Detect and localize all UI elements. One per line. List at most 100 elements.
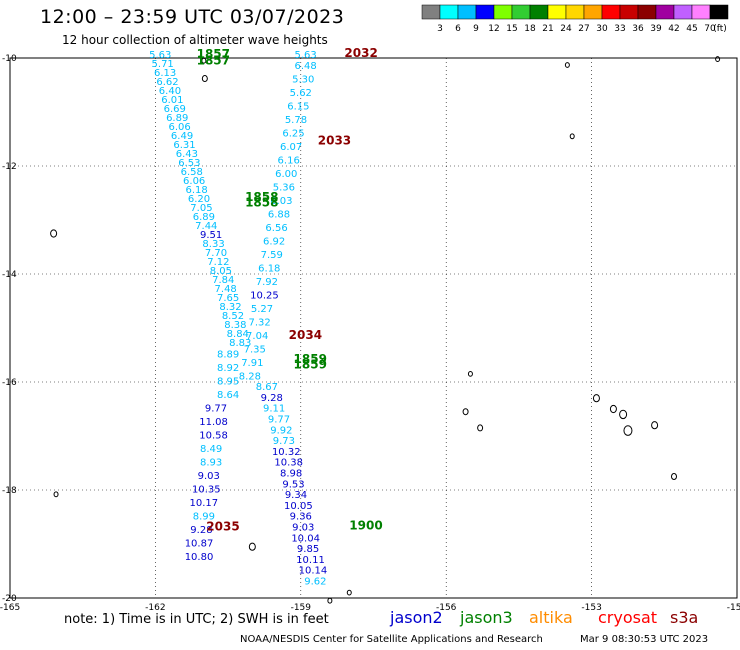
swh-data-label: 6.56: [265, 223, 287, 234]
swh-data-label: 8.28: [239, 371, 261, 382]
colorbar-swatch: [691, 4, 711, 20]
swh-data-label: 6.40: [159, 86, 181, 97]
swh-data-label: 9.34: [285, 490, 307, 501]
island-outline: [670, 473, 677, 480]
swh-data-label: 8.67: [256, 382, 278, 393]
colorbar-label: 15: [506, 24, 517, 34]
colorbar-label: 12: [488, 24, 499, 34]
island-outline: [327, 597, 333, 604]
swh-data-label: 7.44: [195, 221, 217, 232]
swh-data-label: 10.38: [274, 458, 303, 469]
swh-data-label: 6.06: [169, 122, 191, 133]
swh-data-label: 9.28: [190, 525, 212, 536]
swh-data-label: 9.92: [270, 425, 292, 436]
satellite-legend-item: cryosat: [598, 608, 658, 627]
swh-data-label: 6.88: [268, 209, 290, 220]
x-tick-label: -162: [145, 603, 165, 613]
swh-data-label: 10.87: [185, 539, 214, 550]
swh-data-label: 8.49: [200, 444, 222, 455]
colorbar-label: 42: [668, 24, 679, 34]
swh-data-label: 6.43: [176, 149, 198, 160]
time-label: 1858: [245, 196, 278, 210]
colorbar-label: 27: [578, 24, 589, 34]
swh-data-label: 7.70: [205, 248, 227, 259]
swh-data-label: 6.58: [181, 167, 203, 178]
swh-data-label: 8.89: [217, 350, 239, 361]
island-outline: [50, 229, 58, 238]
time-label: 1900: [349, 518, 382, 532]
island-outline: [462, 408, 469, 416]
swh-data-label: 8.33: [202, 239, 224, 250]
swh-data-label: 9.62: [304, 577, 326, 588]
swh-data-label: 9.36: [290, 512, 312, 523]
swh-data-label: 7.91: [241, 358, 263, 369]
time-label: 2032: [344, 46, 377, 60]
swh-data-label: 7.05: [190, 203, 212, 214]
island-outline: [651, 421, 659, 430]
swh-data-label: 5.78: [285, 115, 307, 126]
swh-data-label: 9.85: [297, 544, 319, 555]
colorbar-label: (ft): [713, 24, 727, 34]
chart-subtitle: 12 hour collection of altimeter wave hei…: [62, 33, 328, 47]
swh-data-label: 5.62: [290, 88, 312, 99]
swh-data-label: 9.73: [273, 436, 295, 447]
swh-data-label: 7.48: [215, 284, 237, 295]
swh-data-label: 9.51: [200, 230, 222, 241]
swh-data-label: 10.05: [284, 501, 313, 512]
x-tick-label: -165: [0, 603, 20, 613]
island-outline: [346, 589, 352, 596]
swh-data-label: 10.58: [199, 431, 228, 442]
colorbar-swatch: [493, 4, 513, 20]
swh-data-label: 6.03: [270, 196, 292, 207]
swh-data-label: 7.12: [207, 257, 229, 268]
island-outline: [248, 542, 256, 551]
axis-labels: -165 -162 -159 -156 -153 -150 -10 -12 -14 -16 -18 -…: [0, 54, 740, 613]
swh-data-label: 6.07: [280, 142, 302, 153]
swh-data-label: 10.11: [296, 555, 325, 566]
y-tick-label: -16: [2, 378, 17, 388]
y-tick-label: -12: [2, 162, 17, 172]
satellite-legend-item: s3a: [670, 608, 699, 627]
x-tick-label: -156: [436, 603, 457, 613]
colorbar-swatch: [547, 4, 567, 20]
time-label: 2034: [289, 328, 322, 342]
swh-data-label: 8.98: [280, 469, 302, 480]
island-outline: [569, 133, 575, 140]
swh-data-label: 7.32: [248, 317, 270, 328]
colorbar-swatch: [421, 4, 441, 20]
colorbar-label: 39: [650, 24, 662, 34]
time-label: 1859: [294, 352, 327, 366]
swh-data-label: 10.14: [299, 566, 328, 577]
swh-data-label: 8.05: [210, 266, 232, 277]
time-label: 2033: [318, 133, 351, 147]
map-grid: [9, 57, 738, 599]
swh-data-label: 6.25: [282, 128, 304, 139]
chart-title: 12:00 – 23:59 UTC 03/07/2023: [40, 6, 345, 28]
island-outline: [53, 491, 59, 498]
y-tick-label: -14: [2, 270, 17, 280]
x-tick-label: -153: [581, 603, 601, 613]
swh-data-label: 5.63: [149, 50, 171, 61]
colorbar-swatch: [439, 4, 459, 20]
timestamp-text: Mar 9 08:30:53 UTC 2023: [580, 634, 709, 645]
colorbar-label: 33: [614, 24, 625, 34]
swh-data-label: 6.89: [166, 113, 188, 124]
swh-data-label: 10.25: [250, 290, 279, 301]
swh-data-label: 6.53: [178, 158, 200, 169]
swh-data-label: 9.28: [261, 393, 283, 404]
swh-data-label: 6.69: [164, 104, 186, 115]
time-label: 1857: [197, 53, 230, 67]
swh-data-label: 10.17: [190, 498, 219, 509]
swh-data-label: 7.35: [244, 344, 266, 355]
colorbar-swatch: [529, 4, 549, 20]
swh-data-label: 6.18: [258, 263, 280, 274]
swh-data-label: 8.93: [200, 458, 222, 469]
colorbar-label: 45: [686, 24, 697, 34]
swh-data-label: 5.30: [292, 74, 314, 85]
y-tick-label: -10: [2, 54, 17, 64]
swh-data-label: 6.49: [171, 131, 193, 142]
footnote: note: 1) Time is in UTC; 2) SWH is in fe…: [64, 612, 329, 627]
swh-data-label: 6.20: [188, 194, 210, 205]
